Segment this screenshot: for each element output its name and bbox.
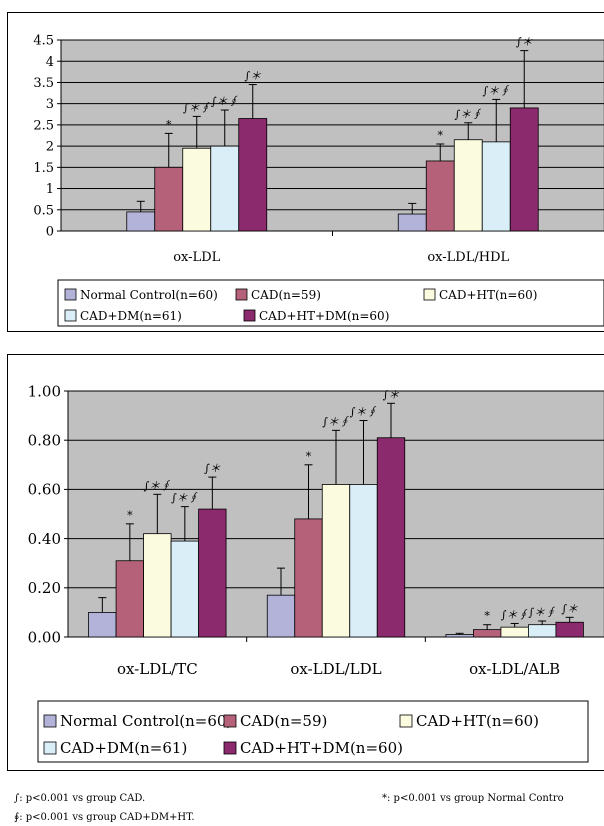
bar — [481, 141, 511, 232]
bar — [397, 213, 427, 232]
bar — [528, 624, 557, 638]
legend-swatch — [235, 288, 248, 301]
footnote-cad: ∫: p<0.001 vs group CAD. — [14, 793, 146, 804]
legend-label: Normal Control(n=60) — [60, 712, 232, 730]
significance-mark: ∫＊ — [204, 462, 221, 475]
legend-label: CAD+DM(n=61) — [80, 309, 182, 323]
legend-swatch — [223, 741, 237, 755]
significance-mark: ∫＊∮ — [211, 95, 239, 108]
y-tick-label: 0.80 — [28, 431, 61, 449]
bar — [198, 508, 227, 638]
bar — [143, 533, 172, 638]
chart-2: 0.000.200.400.600.801.00ox-LDL/TC*∫＊∮∫＊∮… — [28, 382, 604, 763]
significance-mark: ∫＊∮ — [454, 108, 482, 121]
legend-label: CAD+DM(n=61) — [60, 739, 187, 757]
bar — [473, 629, 502, 638]
significance-mark: ∫＊ — [516, 36, 533, 49]
chart-panel-1: 0 0.5 1 1.5 2 2.5 3 3.5 4 4.5 ox-LDL * ∫＊∮ ∫＊∮ ∫＊ ox-LD… — [7, 12, 604, 332]
bar — [321, 484, 351, 638]
significance-mark: ∫＊∮ — [183, 101, 211, 114]
bar — [170, 540, 199, 638]
y-tick-label: 4 — [46, 55, 54, 70]
bar — [182, 147, 212, 232]
significance-mark: ∫＊ — [383, 388, 400, 401]
significance-mark: * — [484, 610, 490, 623]
y-tick-label: 0.00 — [28, 628, 61, 646]
y-tick-label: 3.5 — [33, 76, 54, 91]
y-tick-label: 0.5 — [33, 203, 54, 218]
bar — [500, 626, 529, 638]
y-tick-label: 1.5 — [33, 161, 54, 176]
significance-mark: * — [438, 129, 444, 142]
y-tick-label: 0.20 — [28, 579, 61, 597]
x-category-label: ox-LDL/LDL — [290, 660, 381, 678]
x-category-label: ox-LDL/TC — [117, 660, 198, 678]
legend-swatch — [64, 309, 77, 322]
legend-label: CAD+HT(n=60) — [416, 712, 539, 730]
significance-mark: ∫＊∮ — [143, 479, 171, 492]
legend-swatch — [64, 288, 77, 301]
significance-mark: ∫＊∮ — [171, 492, 199, 505]
bar — [425, 160, 455, 232]
legend-label: Normal Control(n=60) — [80, 288, 218, 302]
y-tick-label: 3 — [46, 97, 54, 112]
bar — [238, 118, 268, 232]
significance-mark: ∫＊∮ — [350, 406, 378, 419]
legend-swatch — [223, 714, 237, 728]
legend-label: CAD(n=59) — [251, 288, 321, 302]
footnote-normal-control: *: p<0.001 vs group Normal Contro — [382, 793, 564, 804]
y-tick-label: 0.60 — [28, 481, 61, 499]
legend-swatch — [43, 741, 57, 755]
significance-mark: ∫＊ — [561, 602, 578, 615]
y-tick-label: 0.40 — [28, 530, 61, 548]
legend-label: CAD+HT+DM(n=60) — [259, 309, 389, 323]
y-tick-label: 4.5 — [33, 34, 54, 49]
significance-mark: * — [306, 450, 312, 463]
bar — [154, 166, 184, 232]
significance-mark: ∫＊∮ — [528, 606, 556, 619]
legend-swatch — [423, 288, 436, 301]
legend-swatch — [399, 714, 413, 728]
bar — [88, 611, 117, 638]
significance-mark: ∫＊ — [244, 70, 261, 83]
legend-swatch — [243, 309, 256, 322]
x-category-label: ox-LDL/HDL — [427, 250, 509, 265]
legend-label: CAD+HT+DM(n=60) — [240, 739, 403, 757]
y-tick-label: 2 — [46, 140, 54, 155]
legend — [37, 700, 589, 763]
bar — [376, 437, 406, 638]
significance-mark: ∫＊∮ — [322, 415, 350, 428]
bar — [126, 211, 156, 232]
legend-swatch — [43, 714, 57, 728]
bar — [453, 139, 483, 232]
chart-1: 00.511.522.533.544.5ox-LDL*∫＊∮ ∫＊∮∫＊ox-LD… — [33, 34, 604, 327]
significance-mark: ∫＊∮ — [482, 84, 510, 97]
x-category-label: ox-LDL/ALB — [469, 660, 560, 678]
bar — [555, 621, 584, 638]
bar — [210, 145, 240, 232]
footnote-cad-dm-ht: ∮: p<0.001 vs group CAD+DM+HT. — [14, 812, 195, 823]
bar — [349, 484, 378, 638]
y-tick-label: 1.00 — [28, 382, 61, 400]
bar — [445, 634, 474, 638]
significance-mark: * — [166, 118, 172, 131]
significance-mark: * — [127, 509, 133, 522]
bar — [266, 594, 296, 638]
chart-panel-2: 0.00 0.20 0.40 0.60 0.80 1.00 ox-LDL/TC * ∫＊∮ ∫＊∮… — [7, 354, 604, 771]
legend-label: CAD+HT(n=60) — [439, 288, 537, 302]
legend — [57, 279, 604, 327]
y-tick-label: 0 — [46, 225, 54, 240]
legend-label: CAD(n=59) — [240, 712, 327, 730]
significance-mark: ∫＊∮ — [501, 608, 529, 621]
bar — [294, 518, 323, 638]
y-tick-label: 1 — [46, 182, 54, 197]
bar — [509, 107, 539, 232]
bar — [115, 560, 144, 638]
x-category-label: ox-LDL — [173, 250, 220, 265]
y-tick-label: 2.5 — [33, 118, 54, 133]
